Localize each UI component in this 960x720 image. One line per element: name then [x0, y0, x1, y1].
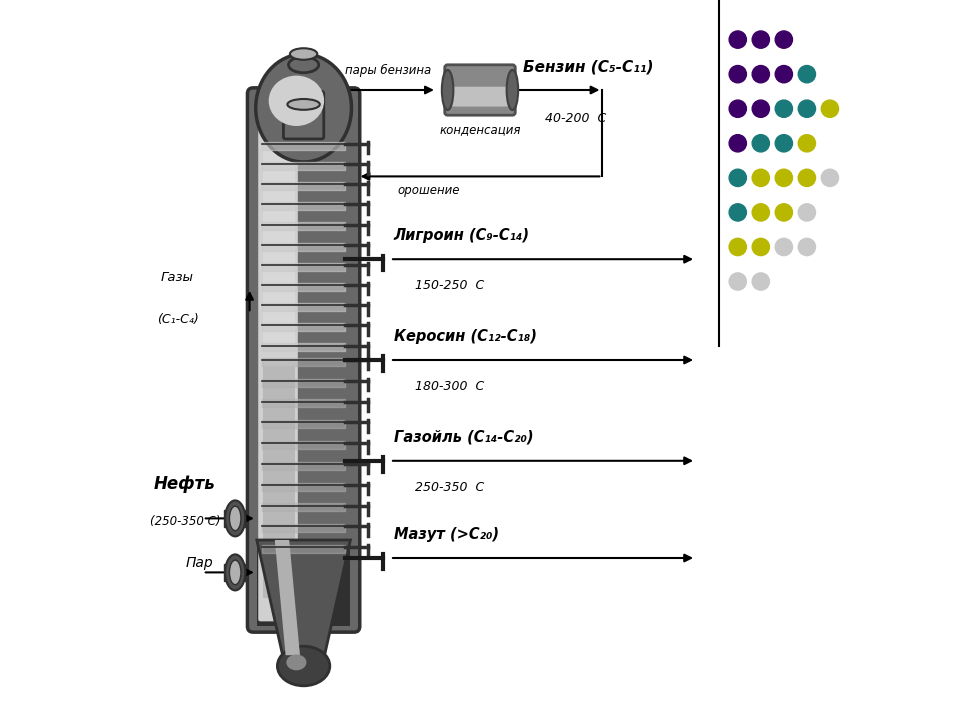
Circle shape [753, 66, 770, 83]
FancyBboxPatch shape [449, 86, 511, 107]
Circle shape [798, 169, 815, 186]
Text: 150-250  C: 150-250 C [416, 279, 485, 292]
Ellipse shape [226, 554, 246, 590]
Polygon shape [257, 540, 350, 659]
FancyBboxPatch shape [225, 564, 245, 581]
Circle shape [798, 204, 815, 221]
Circle shape [775, 238, 792, 256]
Polygon shape [275, 540, 300, 655]
Text: Лигроин (С₉-С₁₄): Лигроин (С₉-С₁₄) [394, 228, 530, 243]
Ellipse shape [255, 54, 351, 162]
Ellipse shape [229, 506, 241, 531]
Circle shape [753, 169, 770, 186]
Circle shape [729, 31, 746, 48]
Circle shape [775, 100, 792, 117]
Circle shape [775, 204, 792, 221]
Text: Газойль (С₁₄-С₂₀): Газойль (С₁₄-С₂₀) [394, 430, 533, 445]
Circle shape [798, 238, 815, 256]
Circle shape [798, 66, 815, 83]
Circle shape [729, 66, 746, 83]
Text: Газы: Газы [161, 271, 194, 284]
FancyBboxPatch shape [444, 65, 516, 115]
Circle shape [753, 135, 770, 152]
Circle shape [753, 238, 770, 256]
Text: орошение: орошение [397, 184, 460, 197]
Circle shape [729, 238, 746, 256]
Ellipse shape [269, 76, 324, 126]
Ellipse shape [290, 48, 317, 60]
Ellipse shape [442, 70, 453, 110]
Circle shape [775, 169, 792, 186]
Ellipse shape [288, 57, 319, 73]
Text: 180-300  C: 180-300 C [416, 380, 485, 393]
Circle shape [729, 169, 746, 186]
Ellipse shape [287, 99, 320, 109]
FancyBboxPatch shape [248, 88, 360, 632]
Text: Нефть: Нефть [154, 475, 216, 493]
Text: пары бензина: пары бензина [345, 64, 431, 77]
Circle shape [729, 135, 746, 152]
Circle shape [775, 66, 792, 83]
Text: 40-200  C: 40-200 C [544, 112, 606, 125]
Circle shape [753, 204, 770, 221]
FancyBboxPatch shape [258, 99, 298, 621]
Text: Мазут (>С₂₀): Мазут (>С₂₀) [394, 527, 498, 542]
Circle shape [775, 31, 792, 48]
Circle shape [821, 100, 839, 117]
Circle shape [775, 135, 792, 152]
Text: (С₁-С₄): (С₁-С₄) [156, 313, 199, 326]
Circle shape [798, 100, 815, 117]
Ellipse shape [286, 654, 306, 670]
Text: конденсация: конденсация [440, 123, 520, 136]
Text: Бензин (С₅-С₁₁): Бензин (С₅-С₁₁) [523, 59, 654, 74]
Circle shape [753, 273, 770, 290]
Ellipse shape [226, 500, 246, 536]
FancyBboxPatch shape [283, 91, 324, 139]
Circle shape [729, 273, 746, 290]
FancyBboxPatch shape [263, 367, 295, 598]
Text: (250-350 С): (250-350 С) [150, 515, 220, 528]
Circle shape [753, 100, 770, 117]
Ellipse shape [277, 647, 330, 685]
Circle shape [753, 31, 770, 48]
Circle shape [729, 100, 746, 117]
FancyBboxPatch shape [263, 144, 295, 346]
Text: Пар: Пар [185, 556, 213, 570]
Ellipse shape [229, 560, 241, 585]
Text: Керосин (С₁₂-С₁₈): Керосин (С₁₂-С₁₈) [394, 329, 537, 344]
Circle shape [798, 135, 815, 152]
FancyBboxPatch shape [257, 540, 350, 626]
Ellipse shape [507, 70, 518, 110]
FancyBboxPatch shape [225, 510, 245, 527]
Circle shape [729, 204, 746, 221]
Circle shape [821, 169, 839, 186]
Text: 250-350  C: 250-350 C [416, 481, 485, 494]
